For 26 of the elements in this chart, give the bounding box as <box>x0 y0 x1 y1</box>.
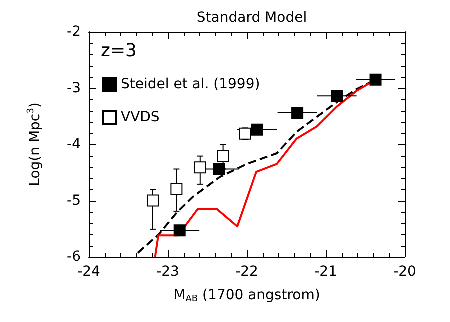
point <box>146 194 159 207</box>
point <box>194 162 206 174</box>
point <box>213 163 226 176</box>
point <box>170 184 183 196</box>
y-tick-label: -6 <box>67 249 82 265</box>
legend-label: VVDS <box>121 110 160 126</box>
chart-title: Standard Model <box>196 10 308 26</box>
x-tick-label: -21 <box>314 264 338 280</box>
point <box>251 124 264 136</box>
x-tick-label: -22 <box>236 264 258 280</box>
y-tick-label: -2 <box>67 24 81 40</box>
y-axis-title: Log(n Mpc3) <box>26 102 44 186</box>
x-tick-label: -24 <box>78 264 101 280</box>
point <box>217 150 230 162</box>
y-tick-label: -3 <box>67 80 81 96</box>
point <box>174 224 186 237</box>
point <box>370 74 382 86</box>
x-tick-label: -20 <box>394 264 416 280</box>
point <box>331 90 344 102</box>
annotation: z=3 <box>101 40 137 62</box>
y-tick-label: -4 <box>67 136 82 152</box>
point <box>292 107 304 119</box>
legend-label: Steidel et al. (1999) <box>121 76 260 92</box>
point <box>239 128 252 140</box>
x-tick-label: -23 <box>156 264 180 280</box>
y-tick-label: -5 <box>67 192 81 209</box>
